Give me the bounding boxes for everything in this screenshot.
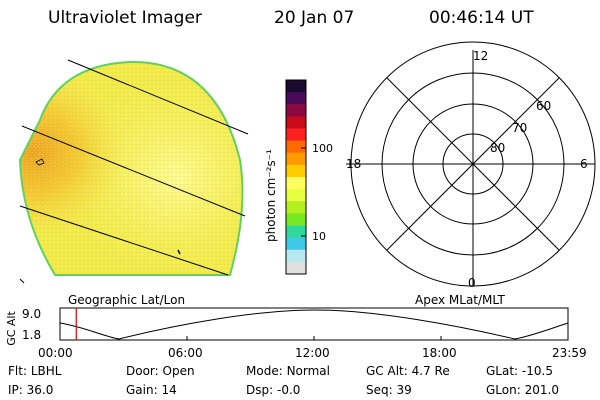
- colorbar-stripe: [286, 140, 306, 154]
- status-gain: Gain: 14: [126, 383, 177, 397]
- colorbar-gradient: [286, 80, 306, 275]
- polar-plot: 12 18 6 0 60 70 80: [346, 41, 596, 290]
- colorbar-stripe: [286, 213, 306, 226]
- colorbar-stripe: [286, 237, 306, 251]
- altitude-xtick-label: 06:00: [168, 346, 203, 360]
- colorbar-stripe: [286, 92, 306, 105]
- colorbar-unit-label: photon cm⁻²s⁻¹: [264, 149, 278, 242]
- altitude-ylabel: GC Alt: [4, 311, 18, 346]
- lat-label: 80: [490, 141, 505, 155]
- mlt-label-left: 18: [346, 157, 361, 171]
- colorbar-stripe: [286, 104, 306, 117]
- colorbar-tick-label: 10: [312, 230, 326, 243]
- status-mode: Mode: Normal: [246, 364, 330, 378]
- altitude-xtick-label: 00:00: [38, 346, 73, 360]
- polar-meridian: [386, 77, 560, 251]
- status-glat: GLat: -10.5: [486, 364, 553, 378]
- time-label: 00:46:14 UT: [429, 8, 534, 28]
- status-filter: Flt: LBHL: [8, 364, 62, 378]
- status-seq: Seq: 39: [366, 383, 412, 397]
- coastline: [177, 249, 181, 255]
- earth-image: [18, 59, 249, 284]
- altitude-curve: [59, 309, 569, 340]
- earth-limb: [18, 60, 244, 276]
- altitude-ylabel-box: GC Alt: [0, 308, 18, 348]
- colorbar-stripe: [286, 164, 306, 178]
- colorbar-stripe: [286, 116, 306, 129]
- polar-caption: Apex MLat/MLT: [415, 293, 505, 307]
- earth-caption: Geographic Lat/Lon: [68, 293, 186, 307]
- status-dsp: Dsp: -0.0: [246, 383, 301, 397]
- latitude-line: [21, 125, 246, 217]
- altitude-xtick-label: 18:00: [422, 346, 457, 360]
- status-glon: GLon: 201.0: [486, 383, 559, 397]
- altitude-xtick-label: 23:59: [552, 346, 587, 360]
- colorbar-stripe: [286, 189, 306, 202]
- colorbar-tick-label: 100: [312, 142, 333, 155]
- lat-label: 70: [512, 121, 527, 135]
- instrument-title: Ultraviolet Imager: [48, 8, 202, 28]
- status-gc-alt: GC Alt: 4.7 Re: [366, 364, 450, 378]
- coastline: [35, 158, 45, 166]
- latitude-line: [67, 59, 249, 135]
- colorbar-stripe: [286, 201, 306, 214]
- colorbar: 100 10: [285, 79, 333, 275]
- mlt-label-bottom: 0: [468, 276, 476, 290]
- colorbar-unit: photon cm⁻²s⁻¹: [264, 149, 278, 242]
- earth-disk: [20, 61, 243, 275]
- coastline: [19, 278, 25, 284]
- colorbar-frame: [285, 79, 307, 275]
- colorbar-stripe: [286, 177, 306, 190]
- colorbar-stripe: [286, 128, 306, 142]
- colorbar-stripe: [286, 261, 306, 275]
- mlt-label-right: 6: [580, 157, 588, 171]
- altitude-ytick: 1.8: [22, 328, 42, 342]
- status-ip: IP: 36.0: [8, 383, 54, 397]
- colorbar-stripe: [286, 152, 306, 166]
- colorbar-stripe: [286, 225, 306, 239]
- colorbar-stripe: [286, 249, 306, 263]
- latitude-line: [19, 205, 229, 276]
- mlt-label-top: 12: [473, 49, 488, 63]
- altitude-plot: [59, 307, 569, 341]
- status-door: Door: Open: [126, 364, 195, 378]
- lat-label: 60: [536, 99, 551, 113]
- date-label: 20 Jan 07: [274, 8, 355, 28]
- colorbar-stripe: [286, 80, 306, 93]
- altitude-xtick-label: 12:00: [295, 346, 330, 360]
- altitude-ytick: 9.0: [22, 307, 42, 321]
